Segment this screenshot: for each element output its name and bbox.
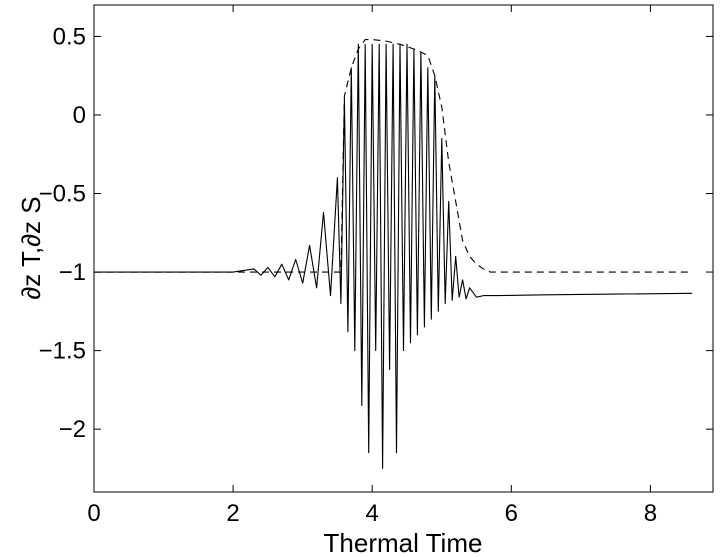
dashed-series-line [94, 39, 693, 273]
axis-ticks: 0 2 4 6 8 0.5 0 −0.5 −1 −1.5 −2 [39, 5, 713, 527]
y-axis-title: ∂z T,∂z S [16, 196, 46, 299]
x-axis-title: Thermal Time [324, 528, 483, 557]
x-tick-label: 6 [505, 500, 518, 527]
y-tick-label: 0 [73, 102, 86, 129]
y-tick-label: −0.5 [39, 181, 86, 208]
x-tick-label: 2 [226, 500, 239, 527]
x-tick-label: 8 [644, 500, 657, 527]
plot-area [93, 4, 714, 493]
y-tick-label: 0.5 [53, 23, 86, 50]
solid-series-line [94, 43, 693, 469]
series-layer [94, 39, 693, 469]
x-tick-label: 4 [366, 500, 379, 527]
y-tick-label: −1.5 [39, 338, 86, 365]
x-tick-label: 0 [87, 500, 100, 527]
y-tick-label: −2 [59, 416, 86, 443]
y-tick-label: −1 [59, 259, 86, 286]
